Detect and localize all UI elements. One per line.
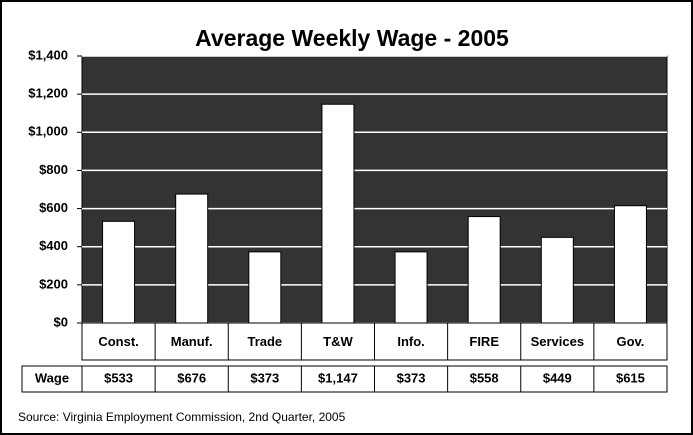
row-label: Wage [35,370,69,385]
value-label: $533 [104,370,133,385]
value-label: $615 [616,370,645,385]
bar [467,216,501,324]
x-tick-label: Gov. [616,334,644,349]
x-tick-label: T&W [323,334,353,349]
bar [248,251,282,324]
y-tick-label: $600 [39,200,68,215]
source: Source: Virginia Employment Commission, … [18,410,346,424]
y-tick-label: $1,200 [28,86,68,101]
bar [540,236,574,324]
table-row [21,365,668,393]
x-tick-label: Info. [397,334,424,349]
bar [613,205,647,324]
y-tick-label: $1,400 [28,47,68,62]
chart-title: Average Weekly Wage - 2005 [195,25,509,51]
x-tick-label: Trade [247,334,282,349]
x-tick-label: FIRE [469,334,499,349]
bar [175,193,209,324]
y-tick-label: $1,000 [28,124,68,139]
x-tick-label: Const. [98,334,138,349]
y-tick-label: $200 [39,276,68,291]
x-tick-label: Services [531,334,585,349]
plot-area [81,55,668,324]
value-label: $1,147 [318,370,358,385]
bar [102,220,136,324]
value-label: $449 [543,370,572,385]
bar [321,103,355,324]
y-tick-label: $800 [39,162,68,177]
value-label: $373 [397,370,426,385]
y-tick-label: $400 [39,238,68,253]
value-label: $558 [470,370,499,385]
value-label: $373 [250,370,279,385]
x-tick-label: Manuf. [171,334,213,349]
y-tick-label: $0 [54,314,68,329]
bar [394,251,428,324]
value-label: $676 [177,370,206,385]
